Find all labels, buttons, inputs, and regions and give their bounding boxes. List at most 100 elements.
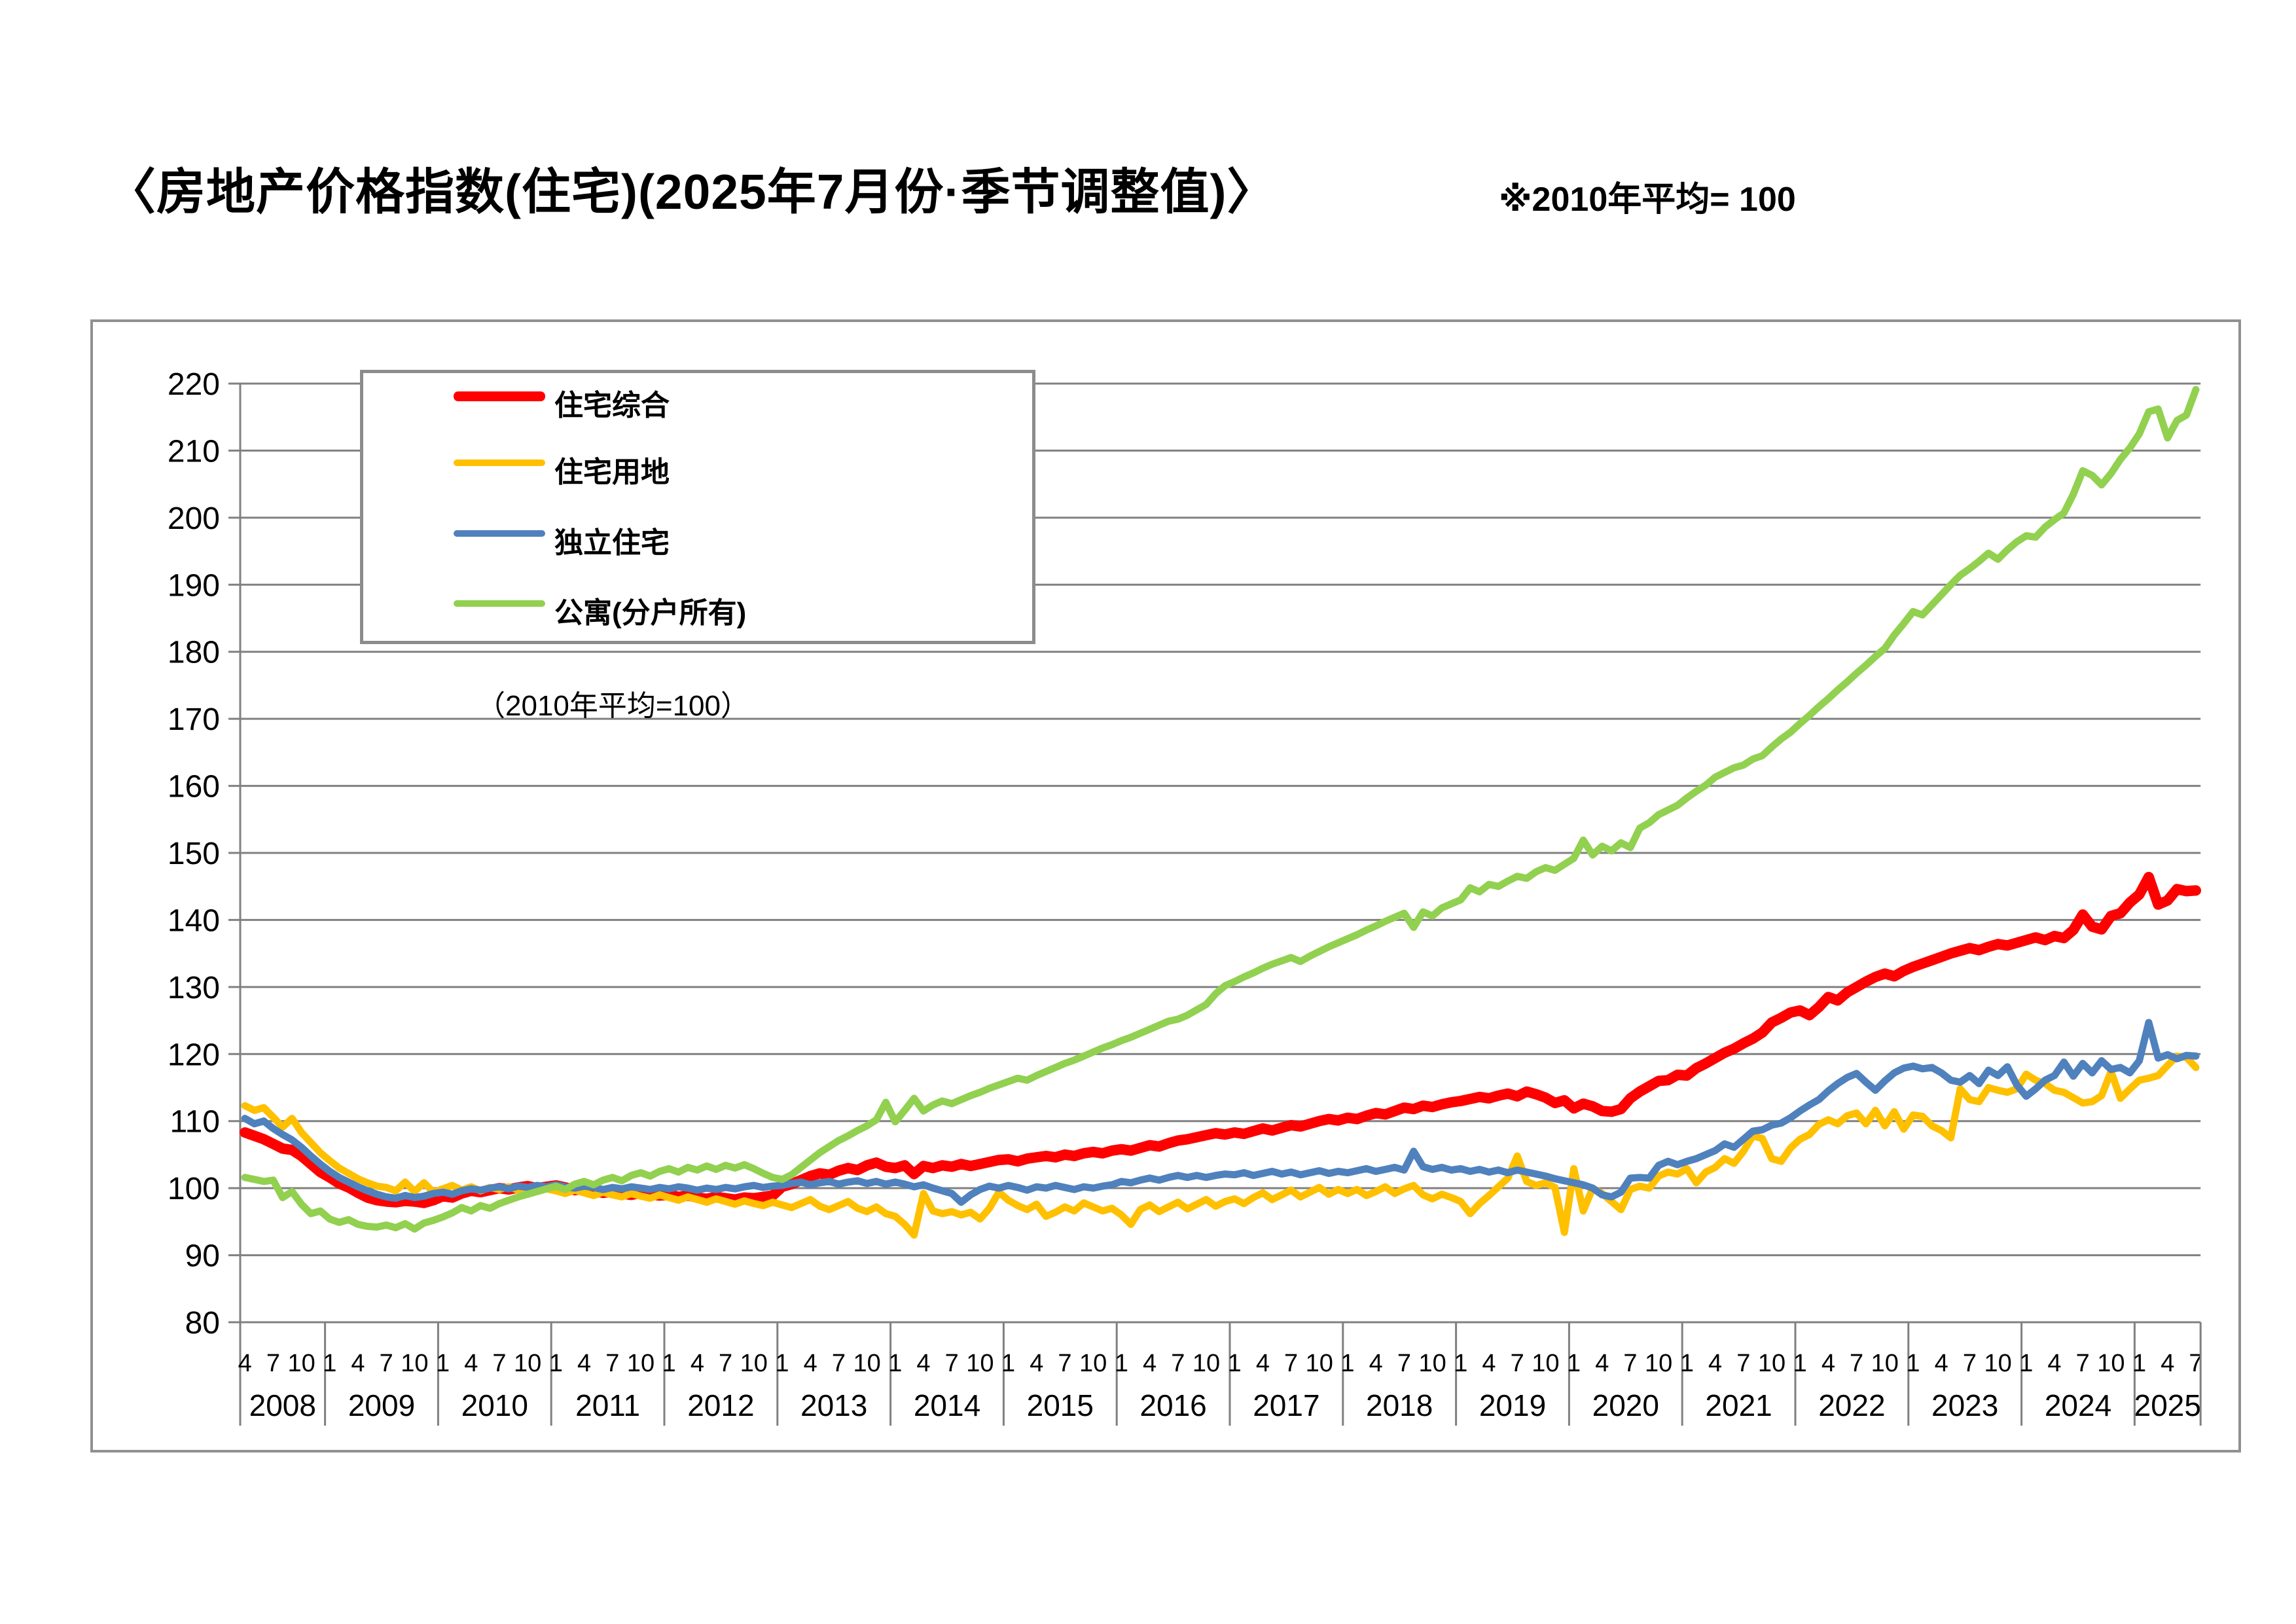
svg-text:7: 7 bbox=[380, 1350, 393, 1377]
svg-text:4: 4 bbox=[691, 1350, 704, 1377]
svg-text:2010: 2010 bbox=[461, 1388, 528, 1422]
svg-text:4: 4 bbox=[804, 1350, 817, 1377]
svg-text:2018: 2018 bbox=[1366, 1388, 1433, 1422]
svg-text:1: 1 bbox=[1340, 1350, 1354, 1377]
svg-text:10: 10 bbox=[1193, 1350, 1220, 1377]
svg-text:10: 10 bbox=[2097, 1350, 2125, 1377]
svg-text:10: 10 bbox=[1306, 1350, 1333, 1377]
svg-text:4: 4 bbox=[1369, 1350, 1383, 1377]
svg-text:7: 7 bbox=[1850, 1350, 1863, 1377]
svg-text:7: 7 bbox=[266, 1350, 280, 1377]
svg-text:7: 7 bbox=[2189, 1350, 2202, 1377]
svg-text:2011: 2011 bbox=[575, 1388, 640, 1422]
svg-text:4: 4 bbox=[916, 1350, 930, 1377]
svg-text:2019: 2019 bbox=[1479, 1388, 1546, 1422]
svg-text:10: 10 bbox=[627, 1350, 655, 1377]
legend-box: 住宅综合 住宅用地 独立住宅 公寓(分户所有) bbox=[360, 370, 1035, 644]
svg-text:90: 90 bbox=[185, 1239, 220, 1274]
svg-text:7: 7 bbox=[1284, 1350, 1298, 1377]
svg-text:4: 4 bbox=[1595, 1350, 1609, 1377]
svg-text:7: 7 bbox=[1058, 1350, 1071, 1377]
legend-base-note: （2010年平均=100） bbox=[476, 690, 749, 722]
svg-text:7: 7 bbox=[1511, 1350, 1524, 1377]
svg-text:7: 7 bbox=[1736, 1350, 1750, 1377]
svg-text:10: 10 bbox=[514, 1350, 541, 1377]
svg-text:150: 150 bbox=[168, 837, 220, 871]
svg-text:160: 160 bbox=[168, 770, 220, 804]
svg-text:1: 1 bbox=[2019, 1350, 2033, 1377]
svg-text:4: 4 bbox=[2047, 1350, 2061, 1377]
svg-text:4: 4 bbox=[1143, 1350, 1157, 1377]
svg-text:4: 4 bbox=[2161, 1350, 2174, 1377]
svg-text:7: 7 bbox=[1963, 1350, 1977, 1377]
svg-text:220: 220 bbox=[168, 367, 220, 402]
svg-text:1: 1 bbox=[323, 1350, 336, 1377]
svg-text:4: 4 bbox=[1935, 1350, 1948, 1377]
svg-text:2016: 2016 bbox=[1139, 1388, 1206, 1422]
svg-text:1: 1 bbox=[1001, 1350, 1015, 1377]
index-base-note: ※2010年平均= 100 bbox=[1499, 181, 1796, 219]
svg-text:10: 10 bbox=[1758, 1350, 1785, 1377]
legend-swatch-land bbox=[454, 460, 545, 466]
svg-text:4: 4 bbox=[238, 1350, 252, 1377]
svg-text:1: 1 bbox=[1115, 1350, 1128, 1377]
svg-text:10: 10 bbox=[853, 1350, 880, 1377]
svg-text:2022: 2022 bbox=[1818, 1388, 1885, 1422]
legend-swatch-condo bbox=[454, 600, 545, 607]
svg-text:1: 1 bbox=[662, 1350, 676, 1377]
svg-text:170: 170 bbox=[168, 702, 220, 737]
svg-text:2009: 2009 bbox=[348, 1388, 415, 1422]
svg-text:10: 10 bbox=[1871, 1350, 1899, 1377]
svg-text:7: 7 bbox=[832, 1350, 846, 1377]
svg-text:120: 120 bbox=[168, 1038, 220, 1072]
svg-text:1: 1 bbox=[1906, 1350, 1920, 1377]
svg-text:4: 4 bbox=[1482, 1350, 1496, 1377]
svg-text:4: 4 bbox=[351, 1350, 365, 1377]
svg-text:1: 1 bbox=[888, 1350, 902, 1377]
legend-swatch-detached bbox=[454, 530, 545, 537]
legend-label: 住宅综合 bbox=[554, 389, 670, 422]
svg-text:1: 1 bbox=[436, 1350, 450, 1377]
legend-label: 独立住宅 bbox=[554, 527, 670, 559]
svg-text:1: 1 bbox=[1793, 1350, 1807, 1377]
svg-text:1: 1 bbox=[1454, 1350, 1467, 1377]
chart-title: 〈房地产价格指数(住宅)(2025年7月份·季节调整值)〉 bbox=[107, 164, 1277, 219]
svg-text:4: 4 bbox=[577, 1350, 591, 1377]
svg-text:130: 130 bbox=[168, 971, 220, 1005]
svg-text:10: 10 bbox=[1532, 1350, 1559, 1377]
svg-text:2017: 2017 bbox=[1253, 1388, 1319, 1422]
svg-text:100: 100 bbox=[168, 1172, 220, 1206]
svg-text:1: 1 bbox=[775, 1350, 789, 1377]
svg-text:10: 10 bbox=[966, 1350, 994, 1377]
svg-text:7: 7 bbox=[2076, 1350, 2090, 1377]
svg-text:190: 190 bbox=[168, 568, 220, 603]
svg-text:2014: 2014 bbox=[914, 1388, 980, 1422]
svg-text:1: 1 bbox=[1567, 1350, 1581, 1377]
svg-text:180: 180 bbox=[168, 636, 220, 670]
svg-text:200: 200 bbox=[168, 501, 220, 536]
svg-text:7: 7 bbox=[605, 1350, 619, 1377]
svg-text:4: 4 bbox=[1030, 1350, 1043, 1377]
svg-text:10: 10 bbox=[1984, 1350, 2011, 1377]
svg-text:1: 1 bbox=[1680, 1350, 1694, 1377]
svg-text:2020: 2020 bbox=[1592, 1388, 1659, 1422]
svg-text:2008: 2008 bbox=[249, 1388, 316, 1422]
svg-text:2015: 2015 bbox=[1027, 1388, 1094, 1422]
svg-text:1: 1 bbox=[1228, 1350, 1242, 1377]
svg-text:1: 1 bbox=[2132, 1350, 2146, 1377]
svg-text:10: 10 bbox=[401, 1350, 428, 1377]
svg-text:2021: 2021 bbox=[1705, 1388, 1772, 1422]
svg-text:4: 4 bbox=[1256, 1350, 1270, 1377]
svg-text:10: 10 bbox=[1418, 1350, 1446, 1377]
svg-text:4: 4 bbox=[464, 1350, 478, 1377]
svg-text:10: 10 bbox=[1079, 1350, 1107, 1377]
svg-text:10: 10 bbox=[1645, 1350, 1672, 1377]
legend-label: 公寓(分户所有) bbox=[554, 597, 747, 629]
svg-text:80: 80 bbox=[185, 1306, 220, 1341]
svg-text:2025: 2025 bbox=[2134, 1388, 2201, 1422]
svg-text:2012: 2012 bbox=[687, 1388, 754, 1422]
svg-text:210: 210 bbox=[168, 434, 220, 469]
svg-text:4: 4 bbox=[1821, 1350, 1835, 1377]
svg-text:4: 4 bbox=[1708, 1350, 1722, 1377]
